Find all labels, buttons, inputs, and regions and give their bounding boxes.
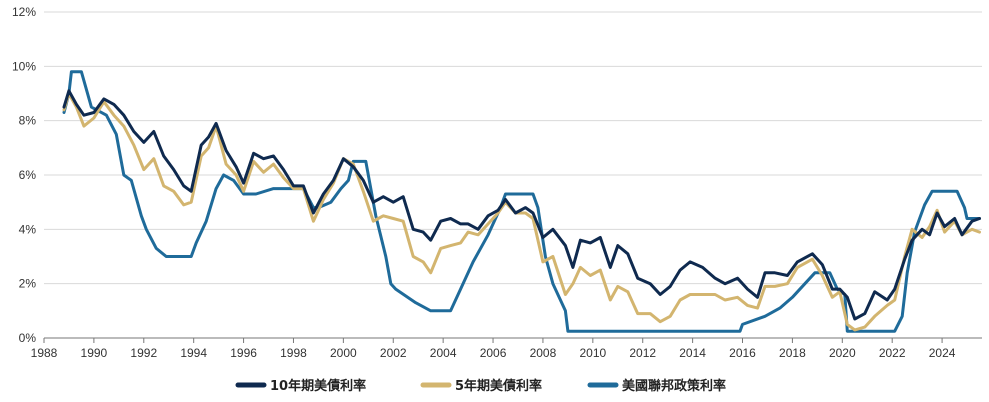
y-tick-label: 0% (19, 331, 37, 345)
legend-item: 美國聯邦政策利率 (587, 378, 726, 394)
x-tick-label: 1988 (31, 346, 58, 360)
x-tick-label: 2000 (330, 346, 357, 360)
series-line-0 (62, 89, 981, 321)
x-tick-label: 1990 (81, 346, 108, 360)
x-tick-label: 1994 (180, 346, 207, 360)
y-tick-label: 10% (12, 59, 36, 73)
legend: 10年期美債利率 5年期美債利率 美國聯邦政策利率 (235, 378, 726, 394)
y-tick-label: 6% (19, 168, 37, 182)
y-tick-label: 12% (12, 5, 36, 19)
legend-label: 美國聯邦政策利率 (622, 378, 726, 394)
x-tick-label: 1998 (280, 346, 307, 360)
x-tick-label: 2024 (929, 346, 956, 360)
y-tick-label: 4% (19, 222, 37, 236)
grid-layer (44, 11, 982, 285)
x-tick-label: 2006 (480, 346, 507, 360)
x-tick-label: 2010 (579, 346, 606, 360)
x-tick-label: 2008 (530, 346, 557, 360)
x-tick-label: 1996 (230, 346, 257, 360)
legend-item: 10年期美債利率 (235, 378, 366, 394)
x-tick-label: 2022 (879, 346, 906, 360)
x-tick-label: 2004 (430, 346, 457, 360)
y-tick-label: 8% (19, 114, 37, 128)
legend-label: 10年期美債利率 (270, 378, 366, 394)
x-tick-label: 2016 (729, 346, 756, 360)
legend-label: 5年期美債利率 (455, 378, 542, 394)
x-tick-label: 2014 (679, 346, 706, 360)
x-tick-label: 2018 (779, 346, 806, 360)
x-tick-label: 2002 (380, 346, 407, 360)
legend-item: 5年期美債利率 (420, 378, 542, 394)
y-tick-label: 2% (19, 277, 37, 291)
series-layer (62, 70, 981, 333)
x-tick-label: 2020 (829, 346, 856, 360)
x-tick-label: 2012 (629, 346, 656, 360)
axis-layer: 0% 2% 4% 6% 8% 10% 12% 1988 1990 1992 1994 1996 1998… (12, 5, 982, 360)
x-tick-label: 1992 (130, 346, 157, 360)
